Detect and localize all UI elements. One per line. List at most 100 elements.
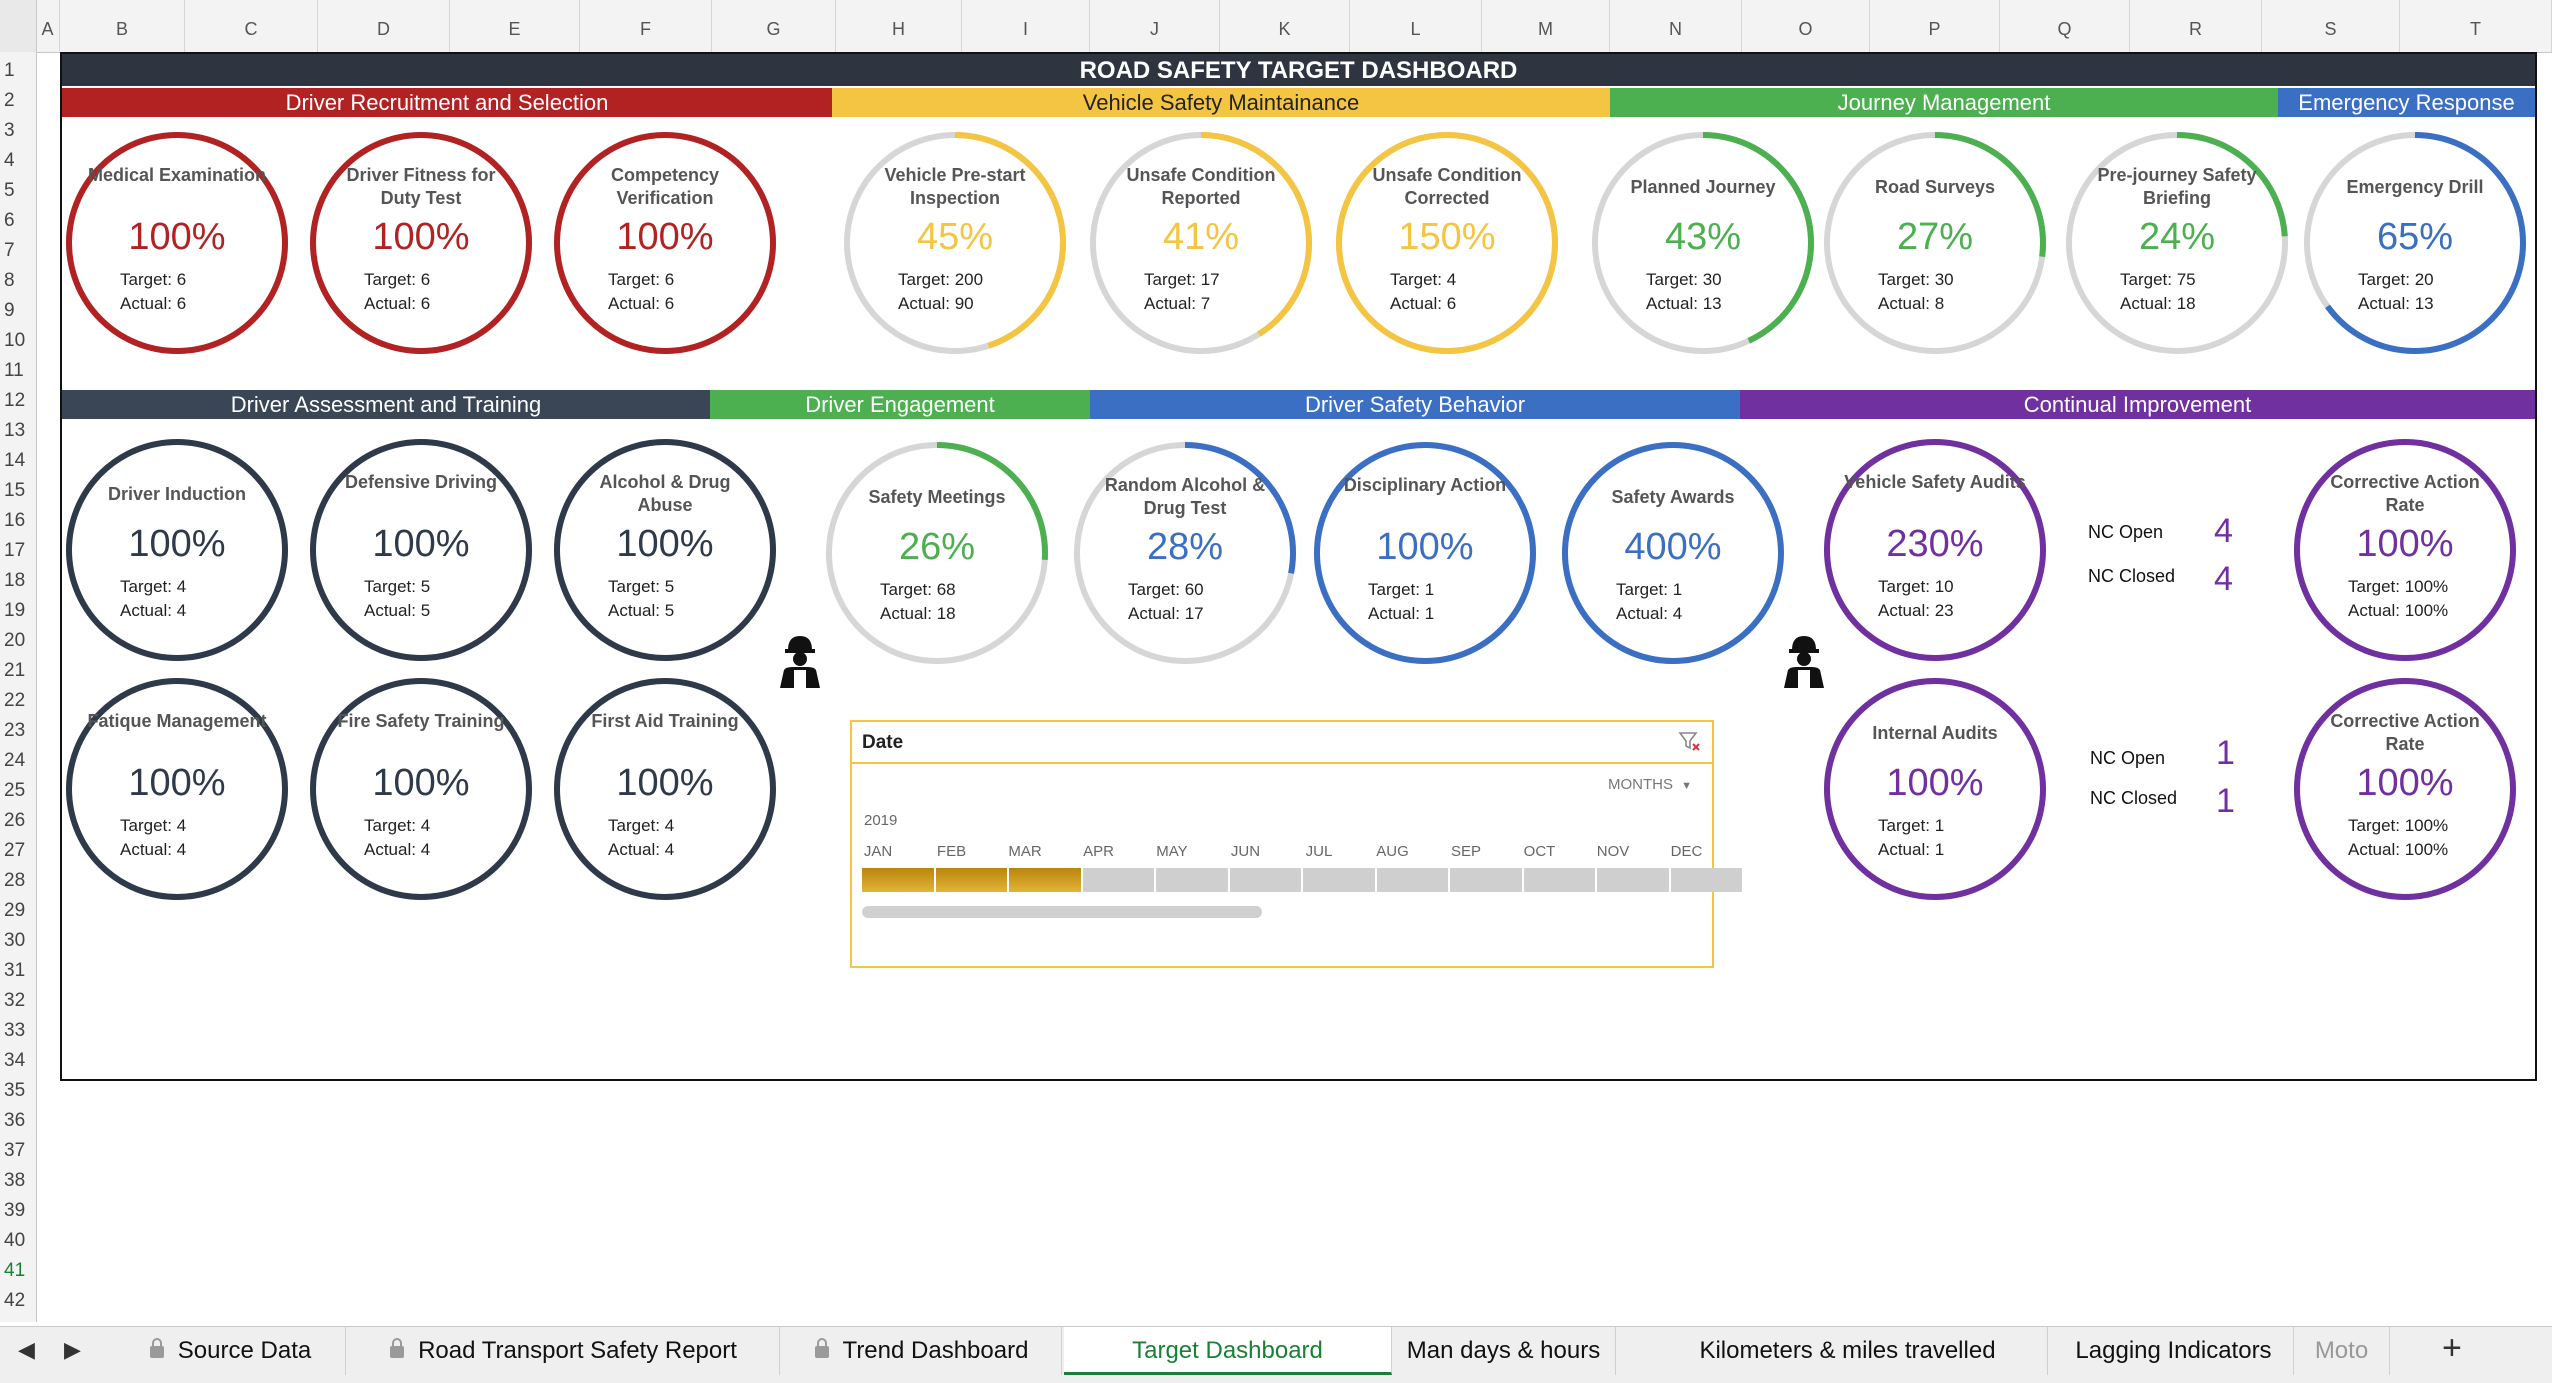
slicer-level-dropdown[interactable]: MONTHS ▼ bbox=[1608, 776, 1692, 793]
column-header[interactable]: R bbox=[2130, 0, 2262, 52]
scroll-left-icon[interactable]: ◀ bbox=[18, 1337, 35, 1362]
column-header[interactable]: M bbox=[1482, 0, 1610, 52]
row-header[interactable]: 42 bbox=[4, 1290, 26, 1311]
row-header[interactable]: 3 bbox=[4, 120, 15, 141]
sheet-tab[interactable]: Trend Dashboard bbox=[782, 1327, 1062, 1375]
row-header[interactable]: 13 bbox=[4, 420, 26, 441]
column-header[interactable]: D bbox=[318, 0, 450, 52]
row-header[interactable]: 37 bbox=[4, 1140, 26, 1161]
select-all-corner[interactable] bbox=[0, 0, 37, 53]
kpi-gauge: Fire Safety Training 100% Target: 4 Actual:… bbox=[308, 676, 534, 902]
column-header[interactable]: G bbox=[712, 0, 836, 52]
row-header[interactable]: 38 bbox=[4, 1170, 26, 1191]
row-header[interactable]: 26 bbox=[4, 810, 26, 831]
scroll-right-icon[interactable]: ▶ bbox=[64, 1337, 81, 1362]
row-header[interactable]: 18 bbox=[4, 570, 26, 591]
row-header[interactable]: 33 bbox=[4, 1020, 26, 1041]
column-header[interactable]: E bbox=[450, 0, 580, 52]
row-header[interactable]: 36 bbox=[4, 1110, 26, 1131]
column-header[interactable]: Q bbox=[2000, 0, 2130, 52]
month-segment[interactable] bbox=[1670, 868, 1742, 892]
row-header[interactable]: 22 bbox=[4, 690, 26, 711]
row-header[interactable]: 31 bbox=[4, 960, 26, 981]
month-segment[interactable] bbox=[1229, 868, 1301, 892]
column-header[interactable]: A bbox=[36, 0, 60, 52]
month-segment[interactable] bbox=[1597, 868, 1669, 892]
date-slicer[interactable]: Date MONTHS ▼ 2019 JAN FEB MAR APR MAY JUN JUL… bbox=[850, 720, 1742, 968]
gauge-progress-arc bbox=[554, 132, 776, 354]
column-header[interactable]: K bbox=[1220, 0, 1350, 52]
sheet-tab-label: Source Data bbox=[177, 1337, 312, 1364]
row-header[interactable]: 25 bbox=[4, 780, 26, 801]
sheet-tab[interactable]: Kilometers & miles travelled bbox=[1648, 1327, 2048, 1375]
row-header[interactable]: 6 bbox=[4, 210, 15, 231]
row-header[interactable]: 12 bbox=[4, 390, 26, 411]
column-header[interactable]: H bbox=[836, 0, 962, 52]
month-segment[interactable] bbox=[1156, 868, 1228, 892]
row-header[interactable]: 16 bbox=[4, 510, 26, 531]
gauge-ring bbox=[844, 132, 1066, 354]
column-header[interactable]: P bbox=[1870, 0, 2000, 52]
gauge-target: Target: 1 bbox=[1616, 580, 1683, 599]
gauge-ring bbox=[1336, 132, 1558, 354]
column-header[interactable]: C bbox=[185, 0, 318, 52]
row-header[interactable]: 40 bbox=[4, 1230, 26, 1251]
month-segment[interactable] bbox=[1376, 868, 1448, 892]
column-header[interactable]: F bbox=[580, 0, 712, 52]
month-segment[interactable] bbox=[862, 868, 934, 892]
timeline-scrollbar[interactable] bbox=[862, 906, 1262, 918]
row-header[interactable]: 24 bbox=[4, 750, 26, 771]
column-header[interactable]: N bbox=[1610, 0, 1742, 52]
column-header[interactable]: O bbox=[1742, 0, 1870, 52]
row-header[interactable]: 34 bbox=[4, 1050, 26, 1071]
sheet-tab[interactable]: Source Data bbox=[116, 1327, 346, 1375]
row-header[interactable]: 39 bbox=[4, 1200, 26, 1221]
row-header[interactable]: 19 bbox=[4, 600, 26, 621]
column-header[interactable]: I bbox=[962, 0, 1090, 52]
row-header[interactable]: 8 bbox=[4, 270, 15, 291]
row-header[interactable]: 10 bbox=[4, 330, 26, 351]
row-header[interactable]: 14 bbox=[4, 450, 26, 471]
gauge-percent: 100% bbox=[372, 762, 470, 804]
month-segment[interactable] bbox=[1082, 868, 1154, 892]
column-header[interactable]: T bbox=[2400, 0, 2552, 52]
sheet-tab[interactable]: Road Transport Safety Report bbox=[348, 1327, 780, 1375]
filter-clear-icon[interactable] bbox=[1678, 730, 1702, 759]
row-header[interactable]: 7 bbox=[4, 240, 15, 261]
sheet-tab[interactable]: Lagging Indicators bbox=[2054, 1327, 2294, 1375]
row-header[interactable]: 21 bbox=[4, 660, 26, 681]
column-header[interactable]: L bbox=[1350, 0, 1482, 52]
row-header[interactable]: 27 bbox=[4, 840, 26, 861]
row-header[interactable]: 17 bbox=[4, 540, 26, 561]
row-header[interactable]: 29 bbox=[4, 900, 26, 921]
row-header[interactable]: 4 bbox=[4, 150, 15, 171]
sheet-tab[interactable]: Moto bbox=[2294, 1327, 2390, 1375]
month-segment[interactable] bbox=[1303, 868, 1375, 892]
row-header[interactable]: 1 bbox=[4, 60, 15, 81]
gauge-actual: Actual: 23 bbox=[1878, 601, 1954, 620]
row-header[interactable]: 9 bbox=[4, 300, 15, 321]
row-header[interactable]: 35 bbox=[4, 1080, 26, 1101]
column-header[interactable]: S bbox=[2262, 0, 2400, 52]
row-header[interactable]: 28 bbox=[4, 870, 26, 891]
row-header[interactable]: 11 bbox=[4, 360, 24, 381]
month-segment[interactable] bbox=[1009, 868, 1081, 892]
row-header[interactable]: 41 bbox=[4, 1260, 26, 1281]
row-header[interactable]: 5 bbox=[4, 180, 15, 201]
sheet-tab[interactable]: Target Dashboard bbox=[1064, 1327, 1392, 1375]
month-segment[interactable] bbox=[935, 868, 1007, 892]
column-header[interactable]: J bbox=[1090, 0, 1220, 52]
sheet-tab[interactable]: Man days & hours bbox=[1392, 1327, 1616, 1375]
gauge-progress-arc bbox=[1074, 442, 1296, 664]
nc-open-label: NC Open bbox=[2090, 748, 2166, 768]
month-segment[interactable] bbox=[1523, 868, 1595, 892]
row-header[interactable]: 30 bbox=[4, 930, 26, 951]
row-header[interactable]: 23 bbox=[4, 720, 26, 741]
row-header[interactable]: 15 bbox=[4, 480, 26, 501]
row-header[interactable]: 32 bbox=[4, 990, 26, 1011]
row-header[interactable]: 2 bbox=[4, 90, 15, 111]
row-header[interactable]: 20 bbox=[4, 630, 26, 651]
column-header[interactable]: B bbox=[60, 0, 185, 52]
add-sheet-icon[interactable]: + bbox=[2442, 1329, 2462, 1367]
month-segment[interactable] bbox=[1450, 868, 1522, 892]
